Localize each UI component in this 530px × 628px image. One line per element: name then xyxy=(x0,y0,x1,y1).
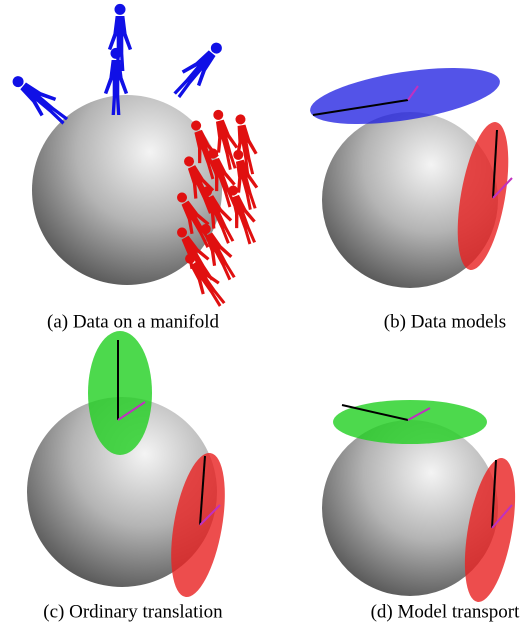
caption: (d) Model transport xyxy=(371,601,521,622)
axis xyxy=(407,85,419,101)
sphere xyxy=(32,95,222,285)
axis xyxy=(341,404,409,421)
axis xyxy=(407,407,431,421)
axis xyxy=(491,504,513,529)
red-ellipse xyxy=(171,452,225,598)
axis xyxy=(117,401,146,421)
panel-a xyxy=(6,3,264,311)
blue-ellipse xyxy=(310,67,500,125)
sphere xyxy=(322,112,498,288)
sphere xyxy=(322,420,498,596)
caption: (b) Data models xyxy=(384,311,506,332)
blue-humans xyxy=(6,3,230,131)
axis xyxy=(199,455,206,526)
green-ellipse xyxy=(333,400,487,444)
panel-c xyxy=(27,331,225,598)
axis xyxy=(492,177,513,199)
caption: (c) Ordinary translation xyxy=(43,601,223,622)
axis xyxy=(491,459,497,529)
axis xyxy=(312,99,409,116)
sphere xyxy=(27,397,217,587)
red-ellipse xyxy=(464,458,516,602)
panel-d xyxy=(322,400,516,602)
axis xyxy=(199,504,221,526)
green-ellipse xyxy=(88,331,152,455)
panel-b xyxy=(310,67,513,288)
caption: (a) Data on a manifold xyxy=(47,311,219,332)
axis xyxy=(492,129,498,199)
